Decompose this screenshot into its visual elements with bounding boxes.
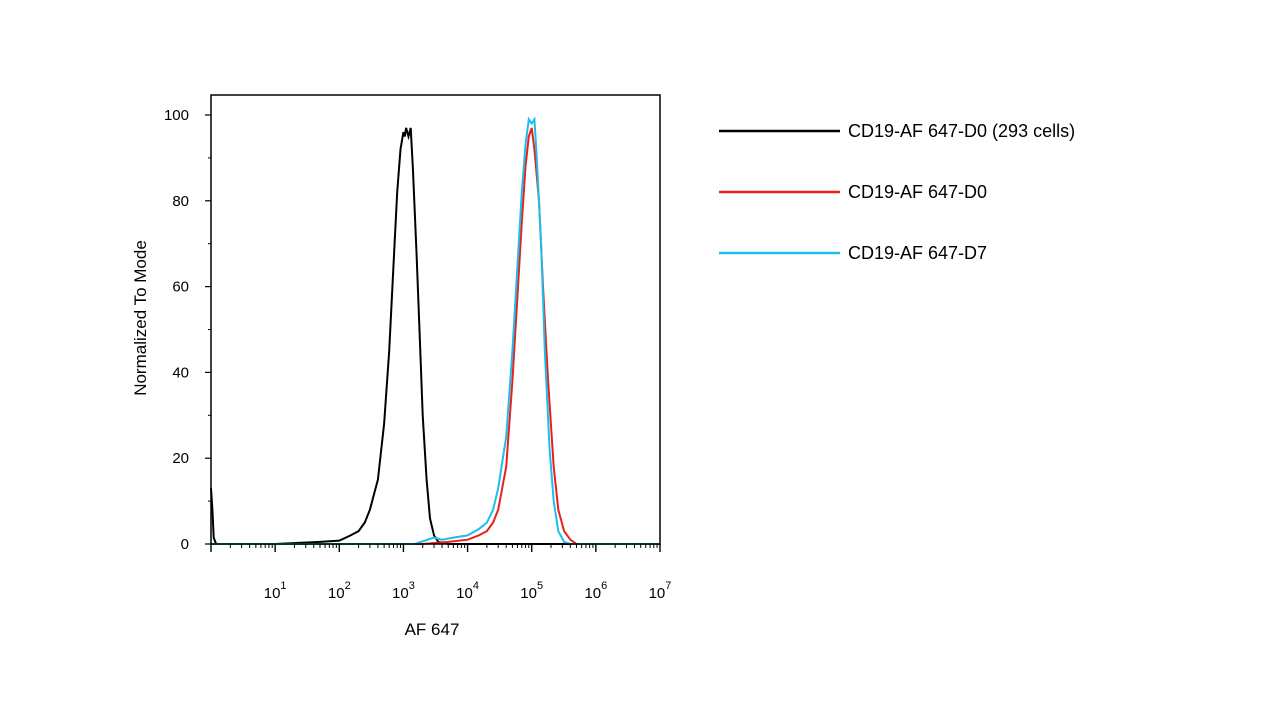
x-tick-label: 105	[520, 580, 543, 602]
y-tick-label: 40	[172, 364, 189, 381]
legend-label-2: CD19-AF 647-D0	[848, 182, 987, 202]
x-tick-label: 103	[392, 580, 415, 602]
x-tick-label: 104	[456, 580, 479, 602]
x-tick-label: 102	[328, 580, 351, 602]
series-line-3	[211, 116, 660, 545]
x-tick-label: 101	[264, 580, 287, 602]
y-tick-label: 60	[172, 279, 189, 296]
x-axis: 101 102 103 104 105 106 107	[210, 544, 672, 602]
x-axis-title: AF 647	[405, 620, 460, 639]
y-axis: 0 20 40 60 80 100	[164, 107, 211, 553]
series-line-1	[210, 127, 660, 545]
y-tick-label: 0	[181, 536, 189, 553]
y-tick-label: 80	[172, 193, 189, 210]
x-tick-label: 106	[584, 580, 607, 602]
series-line-2	[211, 127, 660, 545]
series-layer	[210, 116, 660, 545]
legend-label-3: CD19-AF 647-D7	[848, 243, 987, 263]
y-tick-label: 20	[172, 450, 189, 467]
plot-frame	[210, 94, 661, 545]
x-tick-label: 107	[649, 580, 672, 602]
y-axis-title: Normalized To Mode	[131, 240, 150, 396]
legend: CD19-AF 647-D0 (293 cells) CD19-AF 647-D0…	[719, 121, 1075, 263]
legend-label-1: CD19-AF 647-D0 (293 cells)	[848, 121, 1075, 141]
y-tick-label: 100	[164, 107, 189, 124]
